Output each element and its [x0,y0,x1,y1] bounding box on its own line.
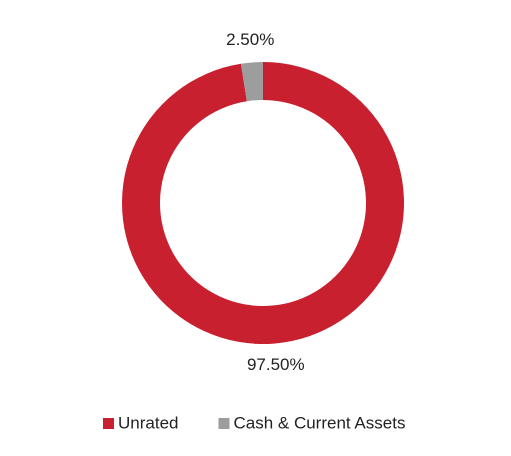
legend-label: Unrated [118,413,178,432]
legend-swatch [218,418,230,429]
legend-swatch [103,418,114,429]
donut-segment [121,62,405,344]
donut-segment [240,62,263,102]
data-label: 97.50% [247,355,305,374]
legend-label: Cash & Current Assets [233,413,405,432]
data-label: 2.50% [226,30,274,49]
